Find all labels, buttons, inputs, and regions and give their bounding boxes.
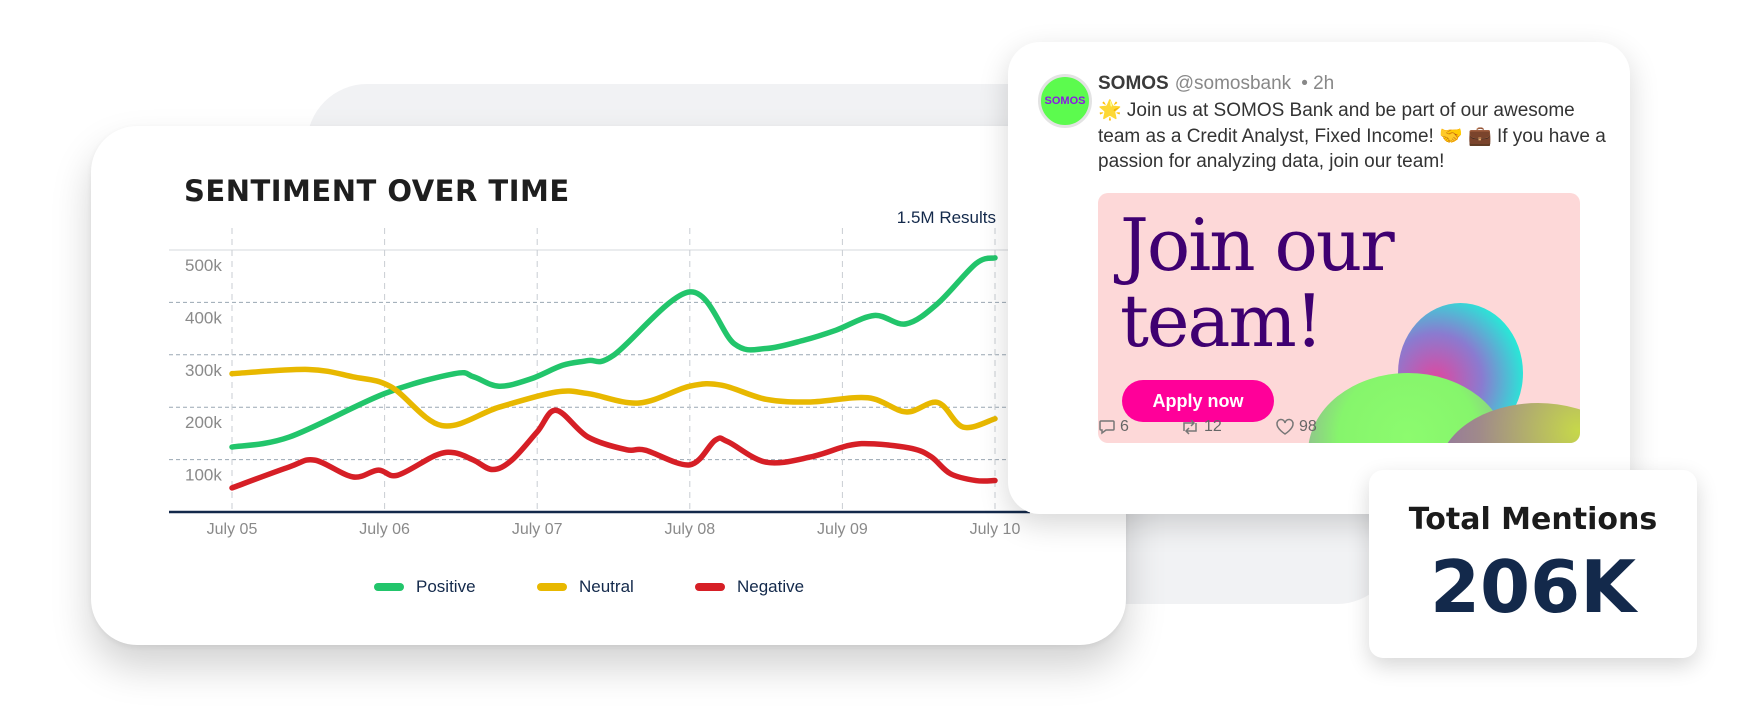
sentiment-chart-card: 100k 200k 300k 400k 500k July 05 July 06 July 0…	[91, 126, 1126, 645]
legend-label-neutral: Neutral	[579, 577, 634, 596]
post-text: 🌟 Join us at SOMOS Bank and be part of o…	[1098, 100, 1606, 172]
retweet-button[interactable]: 12	[1180, 418, 1222, 436]
series-line-negative	[229, 407, 998, 491]
like-count: 98	[1299, 418, 1317, 435]
author-name[interactable]: SOMOS	[1098, 73, 1169, 94]
retweet-icon	[1183, 419, 1197, 435]
results-count: 1.5M Results	[896, 208, 996, 227]
series-line-positive	[229, 255, 998, 450]
y-tick-label: 500k	[185, 256, 222, 275]
post-time: • 2h	[1301, 73, 1335, 94]
legend-swatch-positive	[374, 583, 404, 591]
total-mentions-label: Total Mentions	[1408, 502, 1658, 537]
x-tick-label: July 07	[512, 521, 563, 538]
y-tick-label: 100k	[185, 466, 222, 485]
post-actions: 6 12 98	[1098, 418, 1498, 528]
legend-swatch-negative	[695, 583, 725, 591]
apply-now-button[interactable]: Apply now	[1122, 380, 1274, 422]
retweet-count: 12	[1204, 418, 1222, 435]
chart-legend: Positive Neutral Negative	[91, 577, 1126, 601]
x-tick-label: July 08	[664, 521, 715, 538]
x-tick-label: July 05	[207, 521, 258, 538]
chart-title: SENTIMENT OVER TIME	[184, 174, 570, 208]
legend-item-positive[interactable]: Positive	[374, 577, 476, 597]
avatar[interactable]: SOMOS	[1038, 74, 1092, 128]
x-tick-label: July 10	[970, 521, 1021, 538]
reply-button[interactable]: 6	[1098, 418, 1129, 436]
promo-image[interactable]: Join our team! Apply now	[1098, 193, 1580, 443]
legend-swatch-neutral	[537, 583, 567, 591]
y-tick-label: 400k	[185, 308, 222, 327]
social-post-card[interactable]: SOMOS SOMOS @somosbank • 2h 🌟 Join us at S…	[1008, 42, 1630, 514]
like-button[interactable]: 98	[1275, 418, 1317, 436]
total-mentions-value: 206K	[1429, 545, 1637, 629]
promo-headline-line2: team!	[1120, 279, 1324, 363]
legend-label-negative: Negative	[737, 577, 805, 596]
promo-headline: Join our team!	[1120, 203, 1395, 363]
author-handle[interactable]: @somosbank	[1174, 73, 1292, 94]
total-mentions-card: Total Mentions 206K	[1369, 470, 1697, 658]
reply-count: 6	[1120, 418, 1129, 435]
sentiment-line-chart: 100k 200k 300k 400k 500k July 05 July 06 July 0…	[169, 228, 1030, 538]
x-tick-label: July 06	[359, 521, 410, 538]
promo-headline-line1: Join our	[1120, 203, 1395, 287]
x-tick-label: July 09	[817, 521, 868, 538]
y-tick-label: 300k	[185, 361, 222, 380]
heart-icon	[1276, 418, 1294, 435]
post-header: SOMOS @somosbank • 2h	[1098, 73, 1334, 95]
legend-item-neutral[interactable]: Neutral	[537, 577, 634, 597]
legend-item-negative[interactable]: Negative	[695, 577, 804, 597]
comment-icon	[1099, 420, 1115, 435]
series-line-neutral	[229, 366, 998, 431]
legend-label-positive: Positive	[416, 577, 476, 596]
y-tick-label: 200k	[185, 413, 222, 432]
